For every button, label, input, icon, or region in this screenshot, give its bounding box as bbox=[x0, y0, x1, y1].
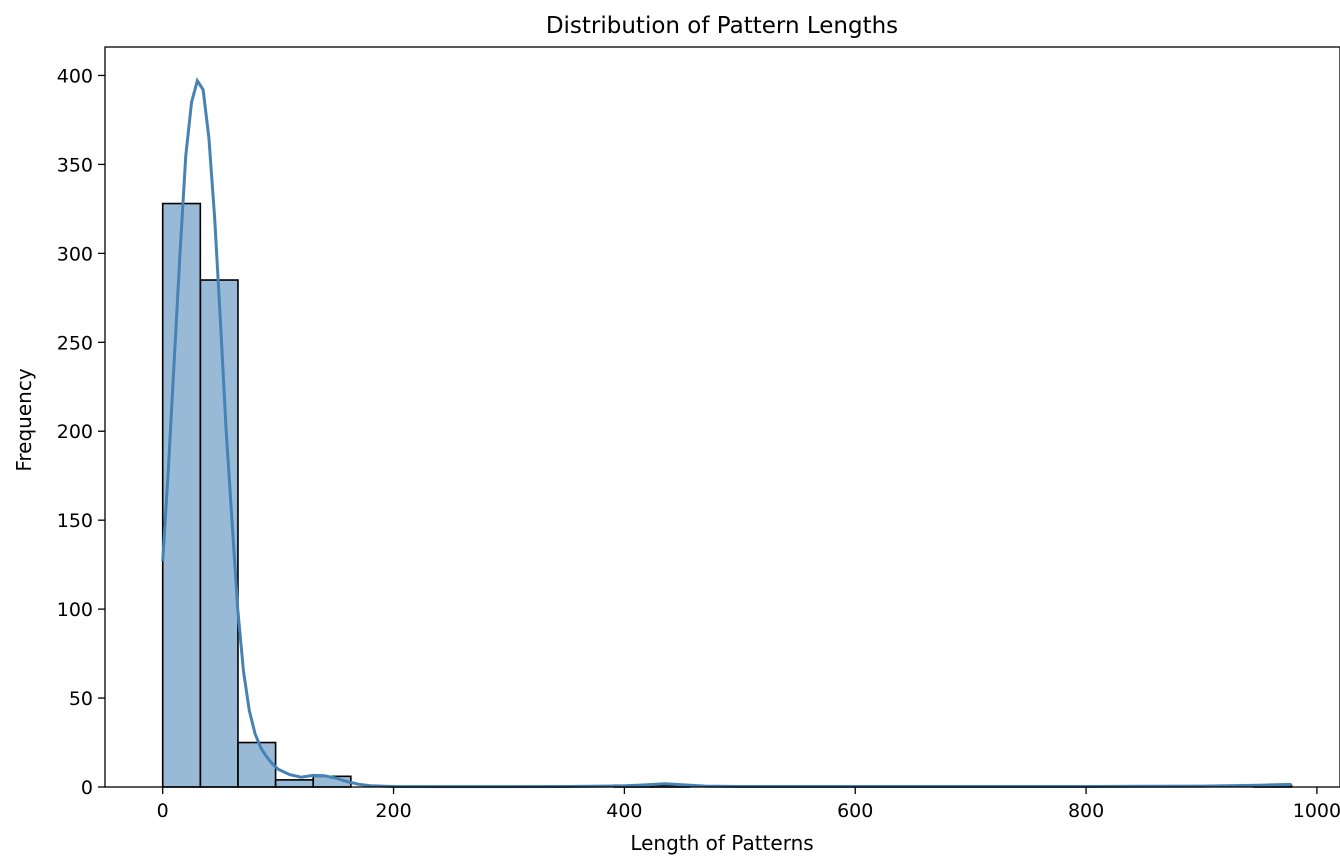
x-tick-label-5: 1000 bbox=[1293, 800, 1340, 822]
histogram-bar-2 bbox=[237, 741, 277, 788]
x-tick-label-0: 0 bbox=[157, 800, 169, 822]
y-axis-label: Frequency bbox=[12, 368, 36, 471]
kde-layer bbox=[161, 77, 1292, 789]
y-tick-label-7: 350 bbox=[57, 154, 93, 176]
x-axis-label: Length of Patterns bbox=[630, 831, 813, 855]
chart-title: Distribution of Pattern Lengths bbox=[546, 13, 898, 39]
histogram-bar-3 bbox=[274, 779, 315, 788]
y-tick-label-4: 200 bbox=[57, 421, 93, 443]
x-tick-label-4: 800 bbox=[1068, 800, 1104, 822]
x-tick-label-2: 400 bbox=[606, 800, 642, 822]
y-tick-label-8: 400 bbox=[57, 65, 93, 87]
y-tick-label-3: 150 bbox=[57, 510, 93, 532]
bars-layer bbox=[161, 202, 1293, 788]
histogram-bar-0 bbox=[161, 202, 202, 788]
y-tick-label-6: 300 bbox=[57, 243, 93, 265]
kde-curve bbox=[161, 77, 1292, 789]
axes-layer: 0 200 400 600 800 1000 0 50 100 150 200 250 300 350 40… bbox=[57, 46, 1340, 822]
y-tick-label-2: 100 bbox=[57, 599, 93, 621]
x-tick-label-3: 600 bbox=[837, 800, 873, 822]
y-tick-label-5: 250 bbox=[57, 332, 93, 354]
plot-frame bbox=[104, 46, 1340, 788]
y-tick-label-1: 50 bbox=[69, 688, 93, 710]
x-tick-label-1: 200 bbox=[375, 800, 411, 822]
y-tick-label-0: 0 bbox=[81, 777, 93, 799]
